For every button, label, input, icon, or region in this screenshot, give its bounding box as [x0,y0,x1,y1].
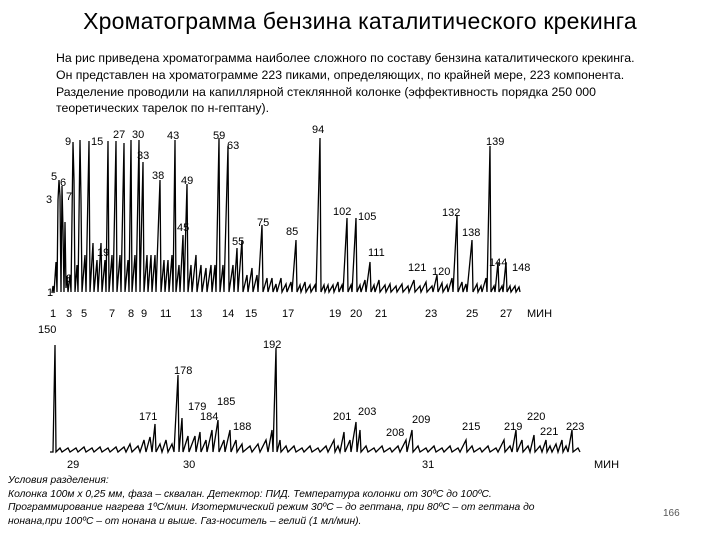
intro-line: Разделение проводили на капиллярной стек… [56,84,596,99]
peak-label: 178 [174,365,192,377]
peak-label: 94 [312,124,324,136]
time-tick: 29 [67,459,79,471]
peak-label: 111 [368,247,385,259]
time-axis-top: 1 3 5 7 8 9 11 13 14 15 17 19 20 21 23 2… [50,308,552,320]
time-tick: 1 [50,308,56,320]
peak-labels-bottom: 150 171 178 179 184 185 188 192 201 203 … [38,324,584,439]
intro-line: Он представлен на хроматограмме 223 пика… [56,67,625,82]
conditions-line: Колонка 100м х 0,25 мм, фаза – сквалан. … [8,488,492,500]
peak-label: 3 [46,194,52,206]
peak-label: 6 [60,177,66,189]
time-tick: 13 [190,308,202,320]
time-tick: 3 [66,308,72,320]
time-tick: 5 [81,308,87,320]
peak-label: 220 [527,411,545,423]
peak-label: 59 [213,130,225,142]
slide-title: Хроматограмма бензина каталитического кр… [83,8,637,34]
peak-label: 148 [512,262,530,274]
time-tick: 8 [128,308,134,320]
intro-line: теоретических тарелок по н-гептану). [56,101,269,116]
time-tick: 25 [466,308,478,320]
intro-text: На рис приведена хроматограмма наиболее … [56,50,696,117]
time-tick: 19 [329,308,341,320]
peak-label: 7 [66,191,72,203]
peak-label: 138 [462,227,480,239]
separation-conditions: Условия разделения: Колонка 100м х 0,25 … [8,474,648,528]
peak-label: 150 [38,324,56,336]
time-tick: 11 [160,308,171,320]
peak-label: 171 [139,411,157,423]
conditions-line: Программирование нагрева 1ºС/мин. Изотер… [8,502,535,514]
time-tick: 9 [141,308,147,320]
time-tick: 14 [222,308,234,320]
time-tick: 17 [282,308,294,320]
peak-label: 30 [132,129,144,141]
peak-label: 208 [386,427,404,439]
peak-label: 185 [217,396,235,408]
time-tick: 31 [422,459,434,471]
time-tick: 20 [350,308,362,320]
peak-label: 105 [358,211,376,223]
peak-label: 38 [152,170,164,182]
conditions-line: Условия разделения: [8,475,109,486]
intro-line: На рис приведена хроматограмма наиболее … [56,51,635,65]
peak-label: 85 [286,226,298,238]
time-tick: 21 [375,308,387,320]
peak-label: 215 [462,421,480,433]
chromatogram-top: 1 3 5 6 7 8 9 15 19 27 30 33 38 43 45 49… [46,124,552,320]
slide-number: 166 [663,508,680,519]
time-tick: 27 [500,308,512,320]
axis-unit: МИН [527,308,552,320]
peak-label: 49 [181,175,193,187]
chromatogram-top-trace [51,137,521,295]
peak-label: 120 [432,266,450,278]
peak-label: 192 [263,339,281,351]
peak-label: 139 [486,136,504,148]
chromatogram-bottom: 150 171 178 179 184 185 188 192 201 203 … [38,324,619,471]
peak-label: 33 [137,150,149,162]
peak-label: 63 [227,140,239,152]
peak-labels-top: 1 3 5 6 7 8 9 15 19 27 30 33 38 43 45 49… [46,124,530,299]
peak-label: 8 [66,273,72,285]
peak-label: 9 [65,136,71,148]
peak-label: 15 [91,136,103,148]
time-axis-bottom: 29 30 31 МИН [67,459,619,471]
peak-label: 45 [177,222,189,234]
peak-label: 209 [412,414,430,426]
peak-label: 144 [489,257,507,269]
peak-label: 55 [232,236,244,248]
time-tick: 23 [425,308,437,320]
peak-label: 203 [358,406,376,418]
peak-label: 27 [113,129,125,141]
peak-label: 132 [442,207,460,219]
peak-label: 121 [408,262,426,274]
peak-label: 102 [333,206,351,218]
conditions-line: нонана,при 100ºС – от нонана и выше. Газ… [8,515,362,527]
peak-label: 188 [233,421,251,433]
peak-label: 43 [167,130,179,142]
time-tick: 30 [183,459,195,471]
peak-label: 221 [540,426,558,438]
time-tick: 15 [245,308,257,320]
peak-label: 219 [504,421,522,433]
time-tick: 7 [109,308,115,320]
peak-label: 75 [257,217,269,229]
peak-label: 179 [188,401,206,413]
peak-label: 223 [566,421,584,433]
axis-unit: МИН [594,459,619,471]
peak-label: 5 [51,171,57,183]
peak-label: 1 [47,287,53,299]
peak-label: 201 [333,411,351,423]
peak-label: 184 [200,411,218,423]
peak-label: 19 [97,247,109,259]
chromatogram-bottom-trace [50,344,581,455]
